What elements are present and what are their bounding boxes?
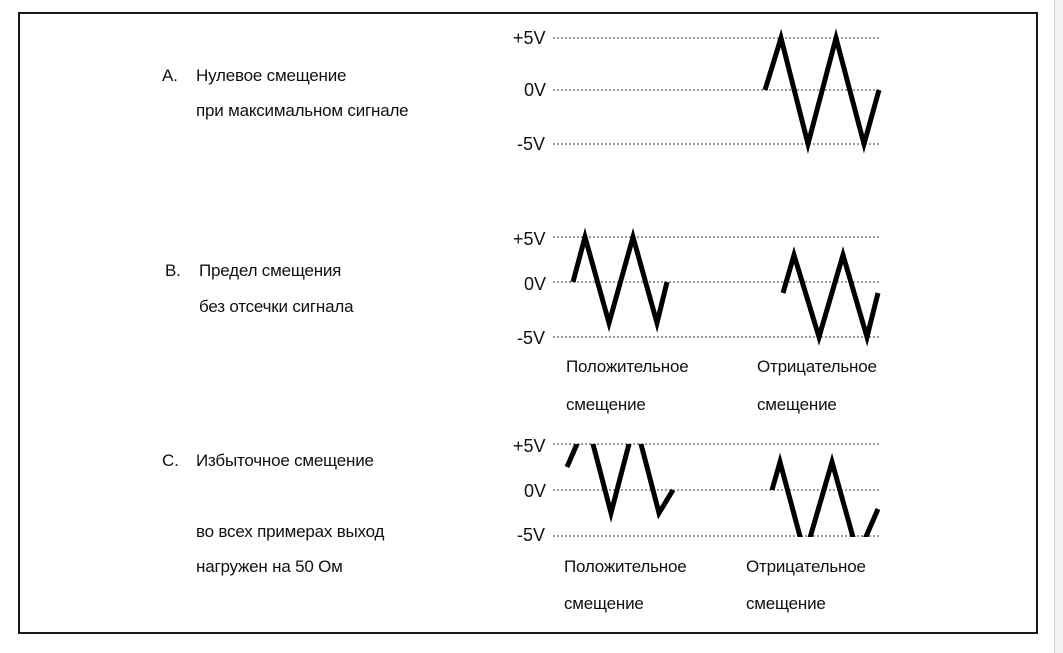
panel-b-level-minus5: -5V — [517, 328, 546, 348]
panel-c-level-0: 0V — [524, 481, 547, 501]
panel-c-negative-wave — [769, 452, 881, 537]
panel-b-negative-wave — [780, 246, 881, 347]
panel-b-level-plus5: +5V — [513, 229, 546, 249]
diagram-frame — [18, 12, 1038, 634]
panel-c-negative-label-2: смещение — [746, 594, 826, 613]
panel-b-positive-label-1: Положительное — [566, 357, 689, 376]
panel-c-positive-label-2: смещение — [564, 594, 644, 613]
panel-c-note-2: нагружен на 50 Ом — [196, 557, 343, 576]
panel-c-letter: C. — [162, 451, 179, 470]
panel-b-negative-label-1: Отрицательное — [757, 357, 877, 376]
panel-c-level-minus5: -5V — [517, 525, 546, 545]
panel-a-title: Нулевое смещение — [196, 66, 347, 85]
panel-b-level-0: 0V — [524, 274, 547, 294]
panel-b-letter: B. — [165, 261, 181, 280]
panel-b-positive-label-2: смещение — [566, 395, 646, 414]
panel-a-level-minus5: -5V — [517, 134, 546, 154]
panel-a-wave — [762, 28, 882, 154]
panel-b-positive-wave — [570, 227, 670, 333]
panel-a-subtitle: при максимальном сигнале — [196, 101, 409, 120]
panel-c-level-plus5: +5V — [513, 436, 546, 456]
panel-b-negative-label-2: смещение — [757, 395, 837, 414]
panel-b-title: Предел смещения — [199, 261, 342, 280]
panel-a-level-plus5: +5V — [513, 28, 546, 48]
panel-c-negative-label-1: Отрицательное — [746, 557, 866, 576]
panel-b-subtitle: без отсечки сигнала — [199, 297, 354, 316]
panel-c-note-1: во всех примерах выход — [196, 522, 385, 541]
panel-a-level-0: 0V — [524, 80, 547, 100]
page-edge — [1054, 0, 1063, 653]
panel-c-positive-label-1: Положительное — [564, 557, 687, 576]
panel-a-letter: A. — [162, 66, 178, 85]
panel-c-positive-wave — [564, 444, 676, 523]
panel-c-title: Избыточное смещение — [196, 451, 374, 470]
